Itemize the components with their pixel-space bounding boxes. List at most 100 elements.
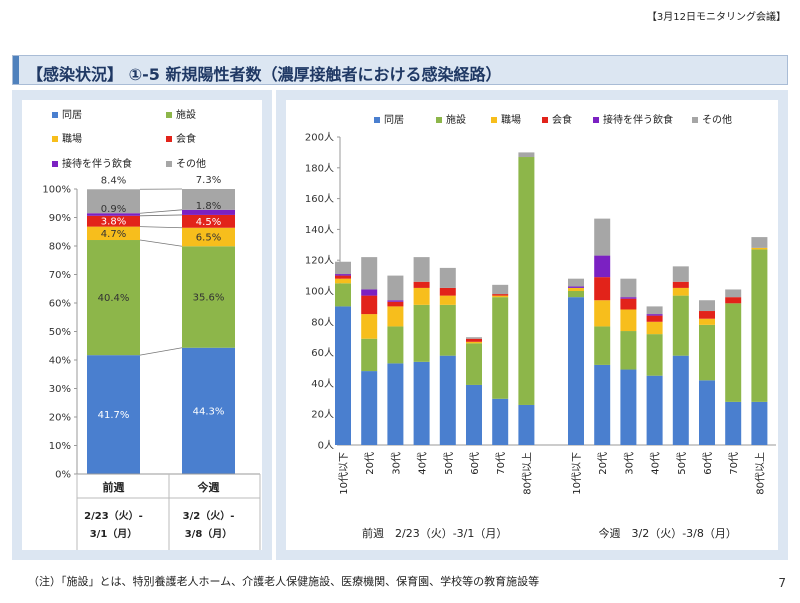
data-label: 8.4% — [101, 175, 126, 186]
x-tick-label: 70代 — [495, 452, 507, 475]
bar-segment — [387, 306, 404, 327]
bar-segment — [439, 355, 456, 445]
y-tick-label: 140人 — [305, 224, 334, 236]
bar-segment — [594, 300, 611, 327]
y-tick-label: 30% — [49, 384, 71, 395]
y-tick-label: 20% — [49, 413, 71, 424]
bar-segment — [335, 261, 351, 275]
age-chart: 0人 20人 40人 60人 80人 100人 120人 140人 160人 180人 200人 10… — [305, 132, 776, 540]
bar-segment — [699, 324, 715, 381]
data-label: 7.3% — [196, 175, 221, 186]
bar-segment — [620, 298, 637, 310]
x-tick-label: 30代 — [623, 452, 635, 475]
bar-segment — [182, 347, 235, 474]
bar-segment — [646, 321, 663, 335]
bar-segment — [387, 301, 404, 307]
bar-segment — [87, 240, 140, 356]
bar-segment — [466, 384, 482, 445]
connector-line — [139, 214, 183, 217]
data-label: 40.4% — [98, 293, 130, 304]
legend-swatch — [52, 136, 58, 142]
x-tick-label: 60代 — [702, 452, 714, 475]
legend-item: 会食 — [166, 130, 196, 145]
bar-segment — [335, 283, 351, 307]
legend-label: 職場 — [62, 134, 82, 145]
bar-segment — [413, 281, 430, 288]
bar-segment — [439, 295, 456, 305]
bar-segment — [594, 277, 611, 301]
legend-item: その他 — [692, 111, 732, 126]
legend-swatch — [436, 117, 442, 123]
data-label: 6.5% — [196, 233, 221, 244]
bar-segment — [335, 278, 351, 284]
bar-segment — [492, 398, 509, 445]
y-tick-label: 90% — [49, 213, 71, 224]
legend-label: 同居 — [384, 115, 404, 126]
bar-segment — [413, 304, 430, 362]
y-tick-label: 60人 — [311, 347, 334, 359]
legend-swatch — [166, 112, 172, 118]
category-label: 前週 — [103, 480, 125, 494]
bar-segment — [725, 303, 742, 402]
bar-segment — [725, 297, 742, 304]
legend-swatch — [491, 117, 497, 123]
x-tick-label: 60代 — [469, 452, 481, 475]
y-tick-label: 0% — [55, 470, 71, 481]
category-label: 今週 — [197, 480, 220, 494]
bar-segment — [439, 287, 456, 296]
x-tick-label: 10代以下 — [338, 452, 350, 495]
bar-segment — [751, 401, 768, 445]
bar-segment — [620, 331, 637, 370]
bar-segment — [725, 401, 742, 445]
x-tick-label: 20代 — [364, 452, 376, 475]
period-label: 3/8（月） — [185, 527, 233, 540]
bar-segment — [725, 289, 742, 298]
title-accent — [13, 56, 19, 84]
legend-label: 施設 — [176, 110, 196, 121]
bar-segment — [182, 214, 235, 228]
legend-item: 同居 — [52, 106, 82, 121]
y-tick-label: 60% — [49, 299, 71, 310]
meeting-label: 【3月12日モニタリング会議】 — [646, 12, 786, 23]
bar-segment — [672, 281, 689, 288]
bar-segment — [87, 189, 140, 214]
legend-swatch — [542, 117, 548, 123]
bar-segment — [182, 209, 235, 215]
legend-label: 会食 — [552, 115, 572, 126]
bar-segment — [646, 375, 663, 445]
legend-item: 施設 — [166, 106, 196, 121]
bar-segment — [568, 287, 584, 291]
bar-segment — [439, 304, 456, 356]
bar-segment — [87, 213, 140, 216]
legend-label: 職場 — [501, 115, 521, 126]
bar-segment — [646, 306, 663, 315]
bar-segment — [87, 226, 140, 241]
bar-segment — [672, 287, 689, 296]
y-tick-label: 10% — [49, 441, 71, 452]
share-chart-panel: 同居 施設 職場 会食 接待を伴う飲食 その他 0% 10% 20% 30% 40% 50% 60% 7… — [12, 90, 272, 560]
bar-segment — [751, 249, 768, 402]
bar-segment — [518, 152, 535, 158]
x-tick-label: 50代 — [443, 452, 455, 475]
bar-segment — [361, 314, 378, 339]
data-label: 44.3% — [193, 406, 225, 417]
bar-segment — [439, 267, 456, 288]
legend-swatch — [593, 117, 599, 123]
y-tick-label: 80人 — [311, 316, 334, 328]
bar-segment — [672, 266, 689, 282]
bar-segment — [361, 257, 378, 290]
y-tick-label: 80% — [49, 242, 71, 253]
data-label: 35.6% — [193, 293, 225, 304]
bar-segment — [646, 334, 663, 376]
y-tick-label: 160人 — [305, 193, 334, 205]
bar-segment — [568, 278, 584, 287]
legend-swatch — [692, 117, 698, 123]
legend-item: 接待を伴う飲食 — [593, 111, 673, 126]
legend-label: その他 — [702, 115, 732, 126]
period-label: 3/1（月） — [90, 527, 138, 540]
y-tick-label: 0人 — [318, 440, 334, 452]
bar-segment — [751, 237, 768, 248]
legend-swatch — [374, 117, 380, 123]
legend-swatch — [52, 112, 58, 118]
bar-segment — [466, 337, 482, 339]
